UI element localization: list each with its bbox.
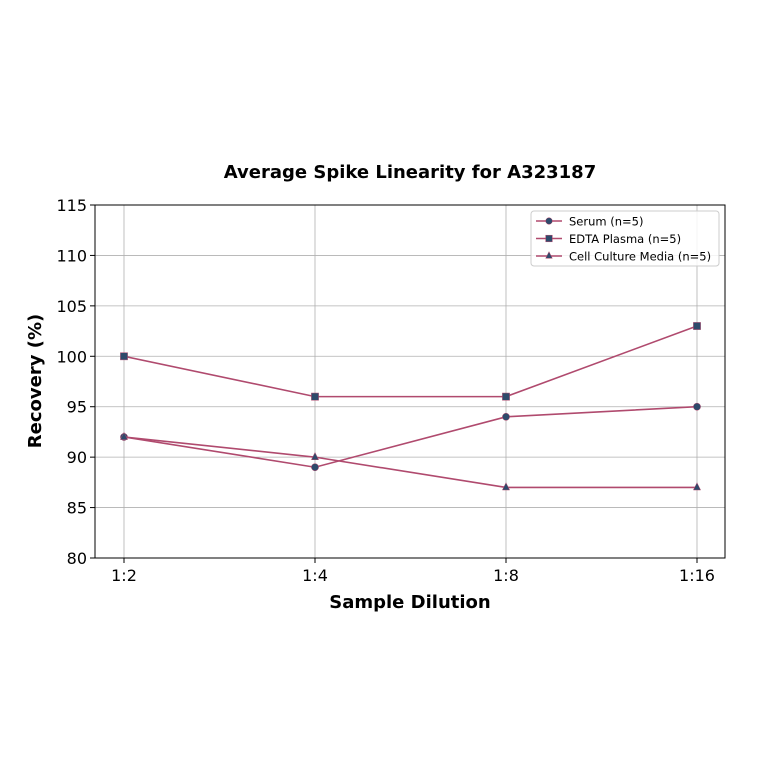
data-point-square (693, 322, 701, 330)
x-tick-label: 1:4 (302, 566, 328, 585)
data-point-square (311, 392, 319, 401)
y-tick-label: 105 (56, 297, 87, 316)
legend-entry: Cell Culture Media (n=5) (536, 250, 711, 264)
data-point-triangle (545, 251, 553, 259)
legend-label: Cell Culture Media (n=5) (569, 250, 711, 264)
legend-entry: EDTA Plasma (n=5) (536, 232, 681, 246)
series-0 (120, 402, 701, 472)
data-point-triangle (119, 431, 129, 440)
data-point-square (502, 392, 510, 401)
plot-frame (94, 204, 726, 559)
data-point-circle (311, 463, 319, 472)
series-2 (119, 431, 702, 491)
x-tick-label: 1:16 (679, 566, 715, 585)
data-point-triangle (310, 451, 320, 460)
data-point-circle (693, 402, 701, 411)
x-tick-label: 1:8 (493, 566, 519, 585)
y-tick-label: 90 (67, 448, 87, 467)
legend-label: Serum (n=5) (569, 215, 643, 229)
data-point-triangle (692, 482, 702, 491)
series-line (123, 436, 697, 489)
y-tick-label: 80 (67, 549, 87, 568)
series-group (119, 322, 702, 491)
y-tick-label: 115 (56, 196, 87, 215)
series-1 (120, 322, 701, 401)
data-point-circle (502, 412, 510, 421)
y-axis-label: Recovery (%) (25, 314, 46, 448)
y-tick-label: 110 (56, 246, 87, 265)
x-tick-label: 1:2 (111, 566, 137, 585)
y-tick-label: 100 (56, 347, 87, 366)
legend: Serum (n=5) EDTA Plasma (n=5) Cell Culture… (530, 210, 720, 267)
legend-entry: Serum (n=5) (536, 215, 643, 229)
data-point-square (545, 234, 553, 243)
series-line (123, 325, 698, 398)
x-axis-label: Sample Dilution (329, 592, 490, 613)
series-line (123, 405, 698, 469)
y-tick-label: 85 (67, 499, 87, 518)
y-tick-label: 95 (67, 398, 87, 417)
legend-box (530, 210, 720, 267)
chart-title: Average Spike Linearity for A323187 (224, 162, 596, 183)
data-point-circle (545, 217, 553, 225)
legend-label: EDTA Plasma (n=5) (569, 232, 681, 246)
axis-ticks: 80 85 90 95 100 105 110 115 1:2 1:4 1:8 1:16 (56, 196, 715, 585)
data-point-square (120, 352, 128, 361)
data-point-triangle (501, 482, 511, 491)
